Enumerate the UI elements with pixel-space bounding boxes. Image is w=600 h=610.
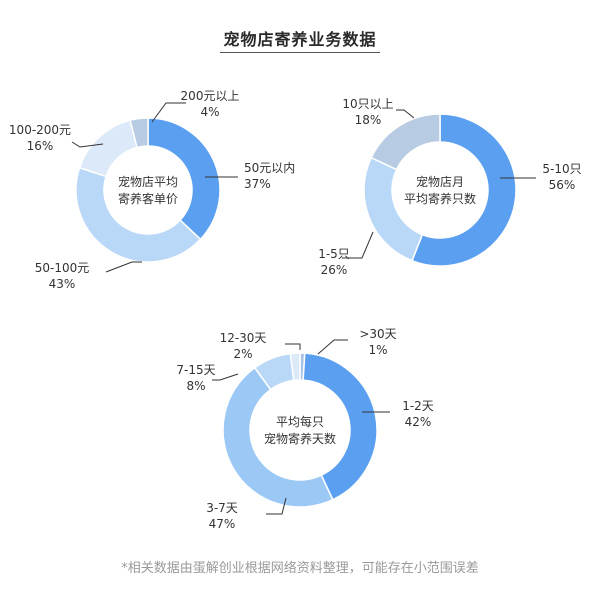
slice-value: 42% — [405, 415, 432, 429]
slice-label: >30天 — [359, 327, 396, 341]
slice-1-2 — [75, 166, 202, 263]
slice-1-3 — [78, 119, 138, 178]
slice-label: 200元以上 — [181, 89, 240, 103]
slice-value: 8% — [186, 379, 205, 393]
slice-label: 10只以上 — [342, 97, 393, 111]
slice-label: 100-200元 — [9, 123, 71, 137]
slice-label: 50-100元 — [35, 261, 90, 275]
slice-value: 26% — [321, 263, 348, 277]
leader-line — [212, 373, 239, 381]
slice-label: 1-5只 — [318, 247, 350, 261]
leader-line — [105, 261, 142, 273]
slice-label: 50元以内 — [244, 161, 295, 175]
slice-2-3 — [370, 113, 441, 171]
slice-label: 7-15天 — [176, 363, 215, 377]
footnote: *相关数据由蛋解创业根据网络资料整理，可能存在小范围误差 — [121, 561, 479, 576]
leader-line — [285, 343, 301, 350]
slice-value: 18% — [355, 113, 382, 127]
slice-2-1 — [411, 113, 517, 267]
slice-label: 1-2天 — [402, 399, 434, 413]
slice-value: 47% — [209, 517, 236, 531]
title-underline — [220, 52, 380, 53]
slice-3-5 — [289, 352, 301, 382]
slice-1-4 — [129, 117, 149, 149]
slice-3-2 — [302, 352, 378, 501]
donut-chart-1: 50元以内 37% 50-100元 43% 100-200元 16% 200元以上 4% 宠物店… — [9, 89, 295, 291]
center-label: 平均寄养只数 — [404, 191, 476, 206]
donut-chart-3: >30天 1% 1-2天 42% 3-7天 47% 7-15天 8% 12-30天 2% 平均每只宠… — [176, 327, 433, 531]
leader-line — [71, 141, 104, 148]
slice-value: 37% — [244, 177, 271, 191]
leader-line — [342, 231, 374, 259]
slice-value: 2% — [233, 347, 252, 361]
page-title: 宠物店寄养业务数据 — [223, 30, 377, 49]
slice-value: 56% — [549, 178, 576, 192]
center-label: 寄养客单价 — [118, 191, 178, 206]
slice-2-2 — [363, 156, 424, 262]
slice-value: 43% — [49, 277, 76, 291]
leader-line — [151, 102, 186, 123]
slice-label: 12-30天 — [220, 331, 267, 345]
leader-line — [317, 339, 348, 355]
slice-1-1 — [147, 117, 221, 241]
leader-line — [266, 497, 287, 515]
slice-value: 1% — [368, 343, 387, 357]
slice-value: 16% — [27, 139, 54, 153]
center-label: 宠物店月 — [416, 174, 464, 189]
center-label: 平均每只 — [276, 414, 324, 429]
leader-line — [396, 109, 415, 119]
slice-value: 4% — [200, 105, 219, 119]
slice-label: 5-10只 — [542, 162, 581, 176]
title-block: 宠物店寄养业务数据 — [0, 0, 600, 60]
slice-3-3 — [222, 366, 334, 508]
center-label: 宠物店平均 — [118, 174, 178, 189]
slice-label: 3-7天 — [206, 501, 238, 515]
center-label: 宠物寄养天数 — [264, 431, 336, 446]
